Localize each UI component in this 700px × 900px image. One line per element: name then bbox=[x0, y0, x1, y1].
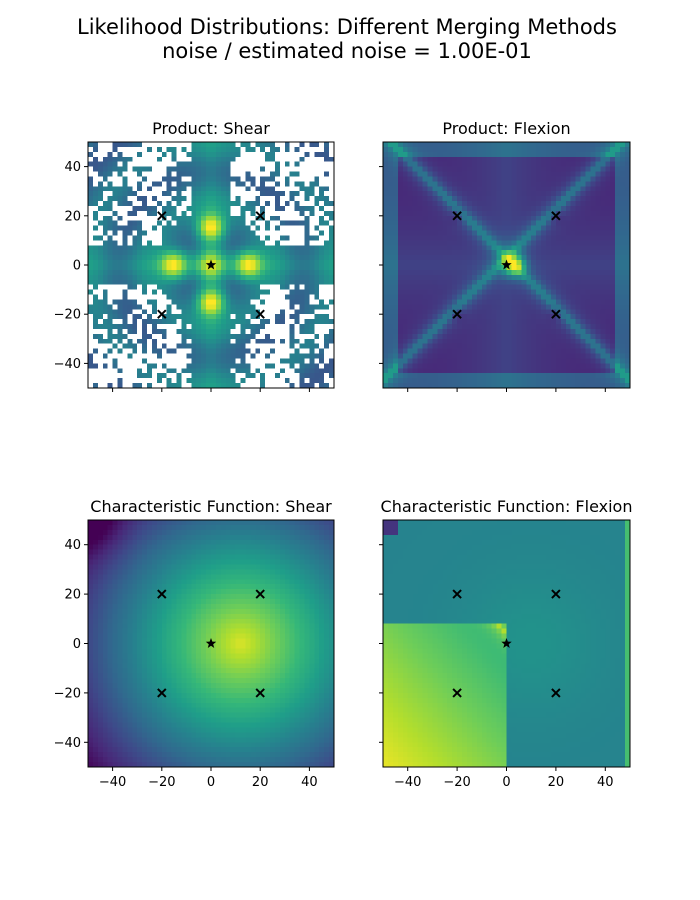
subplot-title: Characteristic Function: Shear bbox=[90, 497, 332, 516]
source-marker bbox=[205, 638, 217, 648]
y-tick-label: −20 bbox=[54, 308, 81, 323]
subplot-1: Product: Shear −40 −20 0 20 40 bbox=[54, 119, 335, 392]
y-tick-label: 20 bbox=[64, 588, 81, 603]
lens-marker bbox=[255, 688, 265, 698]
subplot-2: Product: Flexion bbox=[379, 119, 631, 392]
x-tick-label: 20 bbox=[252, 775, 269, 790]
lens-marker bbox=[255, 211, 265, 221]
subplot-title: Product: Flexion bbox=[442, 119, 570, 138]
y-tick-label: 0 bbox=[73, 259, 81, 274]
subplot-title: Product: Shear bbox=[152, 119, 270, 138]
y-tick-label: 0 bbox=[73, 637, 81, 652]
x-tick-label: 40 bbox=[301, 775, 318, 790]
lens-marker bbox=[452, 211, 462, 221]
x-tick-label: −40 bbox=[99, 775, 126, 790]
x-tick-label: 40 bbox=[597, 775, 614, 790]
lens-marker bbox=[452, 688, 462, 698]
x-tick-label: −20 bbox=[443, 775, 470, 790]
lens-marker bbox=[551, 589, 561, 599]
source-marker bbox=[501, 259, 512, 270]
lens-marker bbox=[157, 589, 167, 599]
lens-marker bbox=[157, 211, 167, 221]
subplot-3: Characteristic Function: Shear −40 −20 0 20 4… bbox=[54, 497, 335, 790]
lens-marker bbox=[551, 211, 561, 221]
x-tick-label: 0 bbox=[502, 775, 510, 790]
y-tick-label: 40 bbox=[64, 538, 81, 553]
lens-marker bbox=[452, 589, 462, 599]
lens-marker bbox=[551, 688, 561, 698]
lens-marker bbox=[255, 589, 265, 599]
lens-marker bbox=[255, 309, 265, 319]
y-tick-label: −40 bbox=[54, 736, 81, 751]
x-tick-label: 0 bbox=[207, 775, 215, 790]
source-marker bbox=[205, 259, 217, 270]
subplot-title: Characteristic Function: Flexion bbox=[381, 497, 633, 516]
x-tick-label: −40 bbox=[394, 775, 421, 790]
lens-marker bbox=[551, 309, 561, 319]
lens-marker bbox=[157, 688, 167, 698]
subplot-4: Characteristic Function: Flexion −40 −20 0 2… bbox=[379, 497, 632, 790]
x-tick-label: −20 bbox=[148, 775, 175, 790]
figure-subtitle: noise / estimated noise = 1.00E-01 bbox=[162, 39, 532, 63]
source-marker bbox=[501, 638, 512, 648]
lens-marker bbox=[157, 309, 167, 319]
y-tick-label: 40 bbox=[64, 160, 81, 175]
y-tick-label: 20 bbox=[64, 209, 81, 224]
figure-title: Likelihood Distributions: Different Merg… bbox=[77, 15, 617, 39]
x-tick-label: 20 bbox=[548, 775, 565, 790]
y-tick-label: −20 bbox=[54, 686, 81, 701]
lens-marker bbox=[452, 309, 462, 319]
y-tick-label: −40 bbox=[54, 357, 81, 372]
